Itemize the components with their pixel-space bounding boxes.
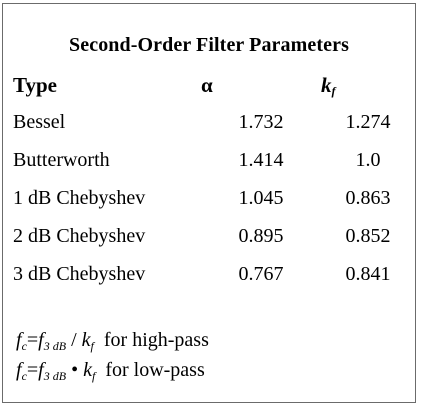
row-alpha: 1.045 [238,186,284,209]
header-kf-main: k [321,72,332,97]
formula-operator: / [66,329,82,351]
formula-fc: f [16,359,22,381]
header-type: Type [13,72,57,97]
row-alpha: 0.895 [238,224,284,247]
row-alpha: 0.767 [238,262,284,285]
row-kf: 0.863 [345,186,391,209]
formula-f3db: f [38,359,44,381]
formula-equals: = [26,359,39,381]
table-row: 1 dB Chebyshev 1.045 0.863 [13,179,415,217]
parameters-table: Type α kf Bessel 1.732 1.274 Butterworth… [13,67,415,293]
table-row: Butterworth 1.414 1.0 [13,141,415,179]
formula-kf-sub: f [91,369,96,383]
formula-low-pass: fc=f3 dB • kf for low-pass [16,356,209,386]
row-alpha: 1.414 [238,148,284,171]
row-type: 3 dB Chebyshev [13,262,146,285]
formula-equals: = [26,329,39,351]
formula-kf: k [81,329,91,351]
formula-f3db: f [38,329,44,351]
row-kf: 0.852 [345,224,391,247]
row-kf: 1.274 [345,110,391,133]
table-title: Second-Order Filter Parameters [69,34,349,56]
row-type: 1 dB Chebyshev [13,186,146,209]
formula-fc-sub: c [21,369,27,383]
row-type: 2 dB Chebyshev [13,224,146,247]
formula-fc: f [16,329,22,351]
formula-f3db-sub: 3 dB [43,369,67,383]
row-type: Butterworth [13,148,110,171]
header-alpha: α [201,72,213,97]
header-kf: kf [321,67,415,103]
formula-operator: • [66,359,84,381]
header-row: Type α kf [13,67,415,103]
table-row: 2 dB Chebyshev 0.895 0.852 [13,217,415,255]
formula-notes: fc=f3 dB / kf for high-pass fc=f3 dB • k… [16,326,209,386]
formula-f3db-sub: 3 dB [43,339,67,353]
formula-high-pass: fc=f3 dB / kf for high-pass [16,326,209,356]
row-type: Bessel [13,110,66,133]
formula-kf: k [83,359,92,381]
row-kf: 0.841 [345,262,391,285]
formula-fc-sub: c [21,339,27,353]
filter-parameters-panel: Second-Order Filter Parameters Type α kf… [2,3,416,403]
row-alpha: 1.732 [238,110,284,133]
table-row: Bessel 1.732 1.274 [13,103,415,141]
formula-kf-sub: f [90,339,94,353]
row-kf: 1.0 [355,148,381,171]
formula-note: for low-pass [95,359,205,381]
formula-note: for high-pass [93,329,209,351]
table-row: 3 dB Chebyshev 0.767 0.841 [13,255,415,293]
header-kf-sub: f [331,83,336,98]
